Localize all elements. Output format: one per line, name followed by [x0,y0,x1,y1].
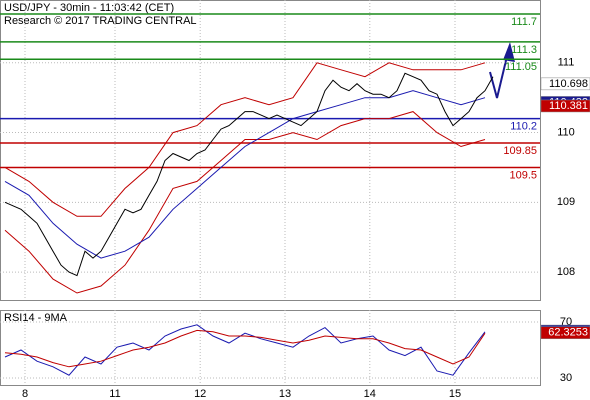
forecast-arrow-head [503,42,515,62]
x-tick-label: 8 [22,388,28,400]
series-line [4,62,486,217]
price-marker [540,326,590,340]
x-tick-label: 12 [194,388,206,400]
forecast-arrow [489,47,510,99]
series-line [4,324,486,376]
chart-subtitle: Research © 2017 TRADING CENTRAL [4,15,197,27]
y-tick-label: 30 [560,372,572,384]
level-label: 111.05 [505,61,537,73]
rsi-title: RSI14 - 9MA [4,312,68,324]
y-tick-label: 108 [557,266,575,278]
level-label: 111.3 [511,44,537,56]
y-tick-label: 111 [558,57,575,69]
x-tick-label: 13 [279,388,291,400]
x-tick-label: 15 [449,388,461,400]
chart-title: USD/JPY - 30min - 11:03:42 (CET) [4,2,174,14]
x-tick-label: 14 [364,388,376,400]
price-frame [0,0,541,301]
series-line [4,72,494,277]
level-label: 109.85 [503,145,537,157]
series-line [4,329,486,368]
series-line [4,90,486,259]
level-label: 110.2 [510,121,537,133]
level-label: 109.5 [509,169,537,181]
series-line [4,111,486,294]
rsi-frame [0,310,541,386]
price-marker-label: 62.3253 [548,327,588,339]
y-tick-label: 109 [557,196,575,208]
y-tick-label: 110 [557,126,575,138]
price-marker [540,77,590,91]
price-marker-label: 110.381 [549,100,588,112]
x-tick-label: 11 [109,388,120,400]
price-marker [540,99,590,113]
price-marker-label: 110.698 [549,78,588,90]
level-label: 111.7 [511,16,537,28]
